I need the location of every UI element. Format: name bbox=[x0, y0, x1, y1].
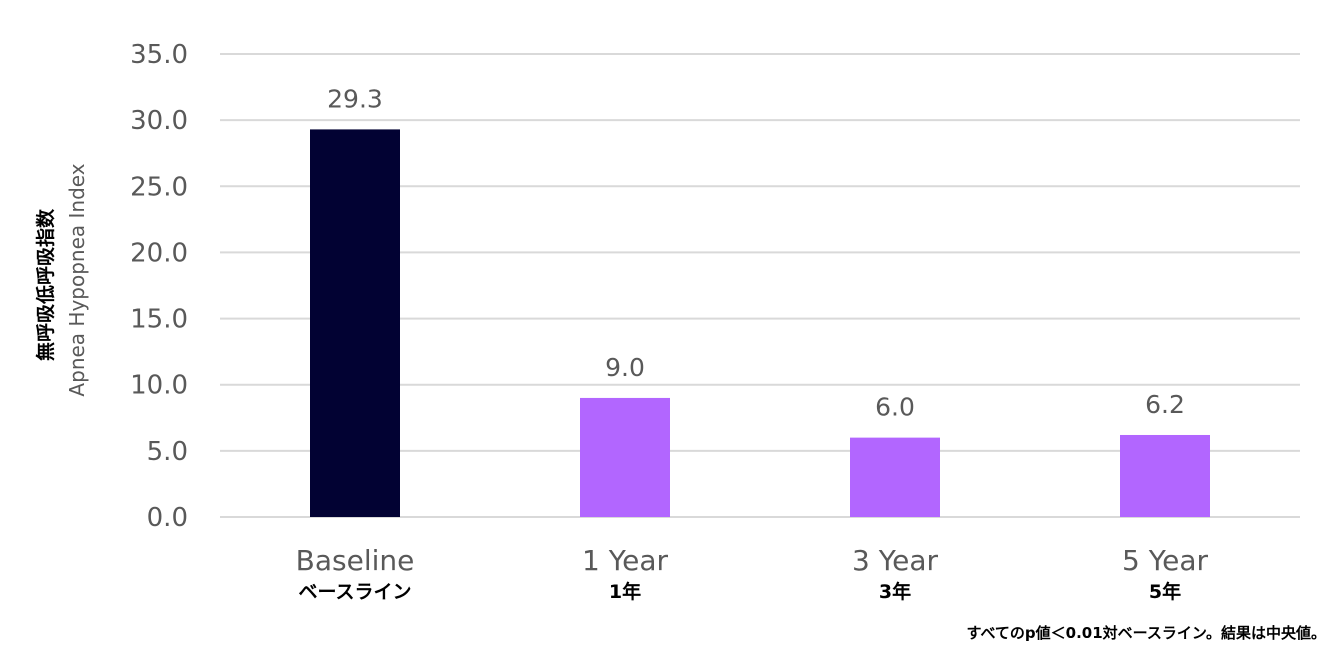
data-labels: 29.3 9.0 6.0 6.2 bbox=[327, 84, 1185, 421]
bar bbox=[310, 129, 400, 517]
y-axis-title: 無呼吸低呼吸指数 Apnea Hypopnea Index bbox=[34, 163, 89, 396]
category-label: Baseline bbox=[296, 544, 415, 577]
data-label: 6.2 bbox=[1145, 390, 1185, 419]
bars bbox=[310, 129, 1210, 517]
category-label: 3 Year bbox=[852, 544, 938, 577]
category-label-japanese: 5年 bbox=[1149, 580, 1181, 603]
bar bbox=[580, 397, 670, 517]
data-label: 6.0 bbox=[875, 393, 915, 422]
category-label: 5 Year bbox=[1122, 544, 1208, 577]
bar bbox=[850, 437, 940, 517]
data-label: 9.0 bbox=[605, 353, 645, 382]
y-tick-label: 35.0 bbox=[130, 40, 188, 70]
category-label-japanese: ベースライン bbox=[298, 581, 411, 603]
y-tick-label: 30.0 bbox=[130, 106, 188, 136]
y-axis-title-japanese: 無呼吸低呼吸指数 bbox=[34, 208, 57, 361]
y-tick-label: 10.0 bbox=[130, 371, 188, 401]
x-axis-categories: Baseline ベースライン 1 Year 1年 3 Year 3年 5 Year 5年 bbox=[296, 544, 1209, 603]
y-tick-label: 5.0 bbox=[147, 437, 188, 467]
y-tick-label: 25.0 bbox=[130, 172, 188, 202]
data-label: 29.3 bbox=[327, 84, 383, 113]
category-label: 1 Year bbox=[582, 544, 668, 577]
category-label-japanese: 3年 bbox=[879, 580, 911, 603]
y-axis-title-english: Apnea Hypopnea Index bbox=[65, 163, 89, 396]
category-label-japanese: 1年 bbox=[609, 580, 641, 603]
y-tick-label: 15.0 bbox=[130, 305, 188, 335]
y-tick-label: 20.0 bbox=[130, 238, 188, 268]
y-tick-label: 0.0 bbox=[147, 503, 188, 533]
bar bbox=[1120, 434, 1210, 517]
footnote: すべてのp値＜0.01対ベースライン。結果は中央値。 bbox=[966, 624, 1326, 642]
y-axis-ticks: 0.0 5.0 10.0 15.0 20.0 25.0 30.0 35.0 bbox=[130, 40, 188, 533]
